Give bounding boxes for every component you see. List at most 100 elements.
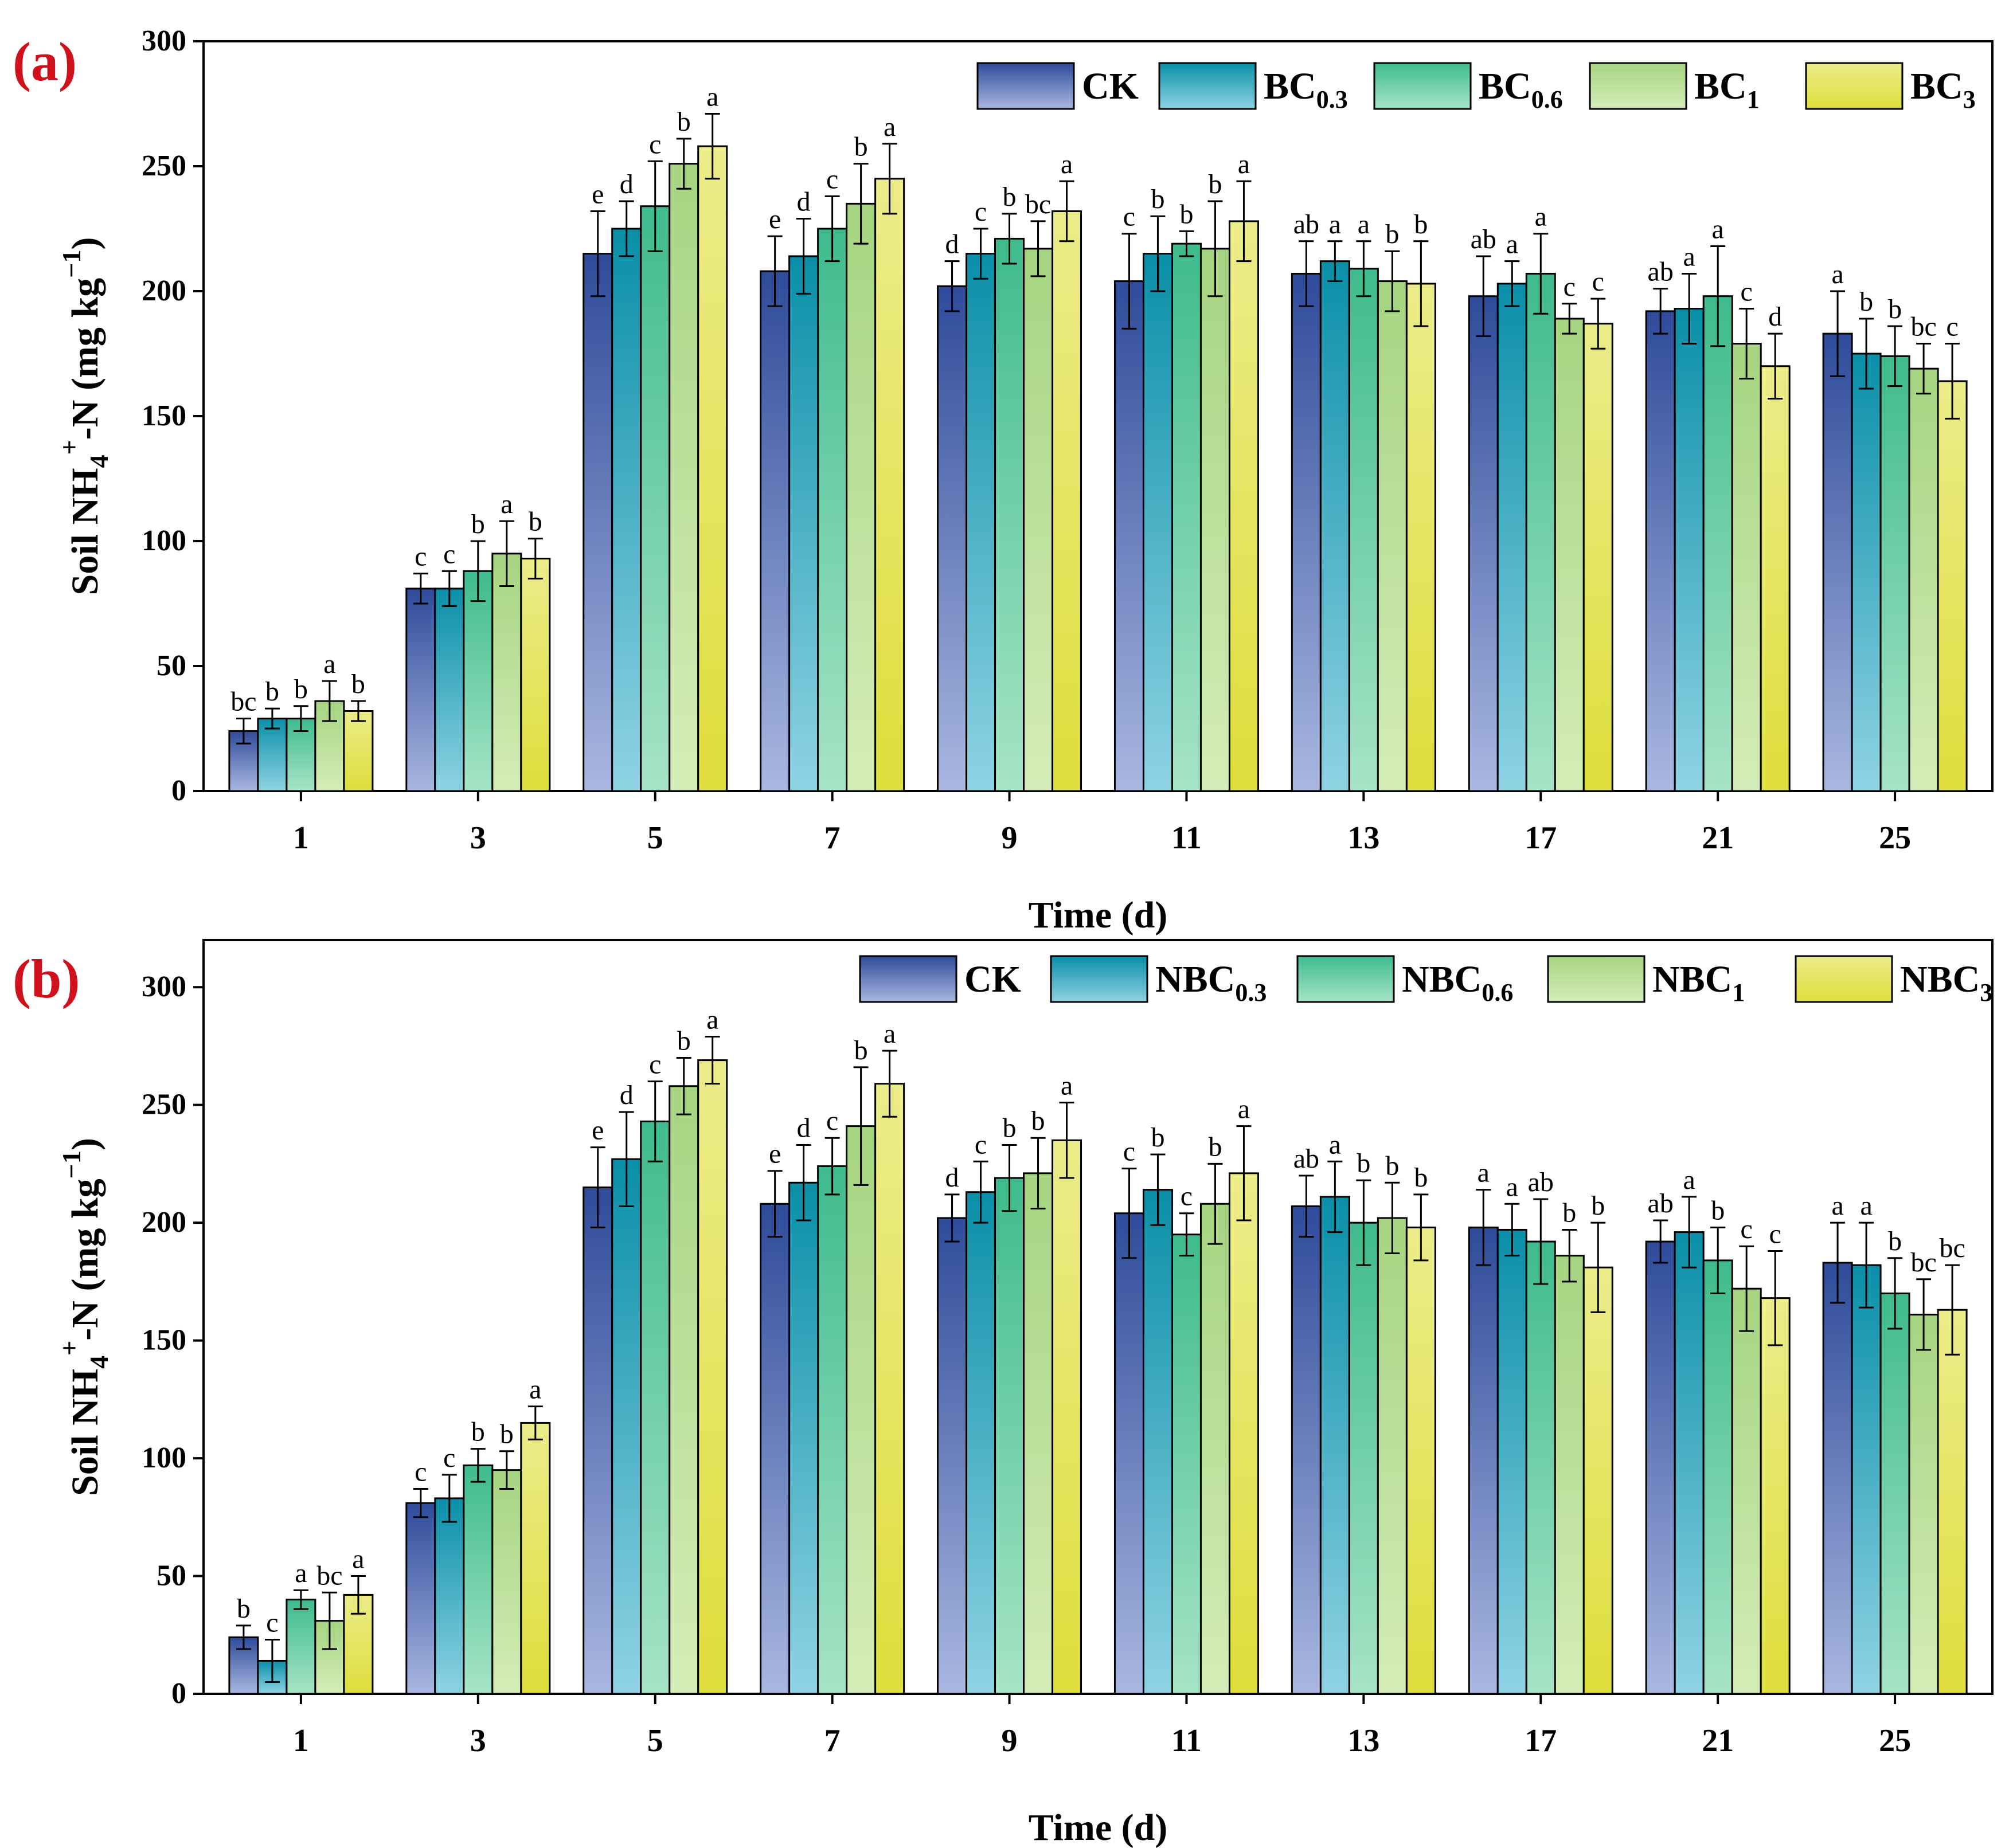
significance-letter: b bbox=[1031, 1106, 1045, 1136]
x-tick-label: 5 bbox=[647, 1723, 663, 1759]
bar-BC3-day-13 bbox=[1405, 283, 1436, 792]
x-tick-label: 11 bbox=[1171, 1723, 1202, 1759]
legend-swatch bbox=[1589, 62, 1687, 110]
bar-NBC0.3-day-21 bbox=[1674, 1231, 1705, 1695]
bar-NBC0.6-day-11 bbox=[1171, 1234, 1202, 1695]
significance-letter: c bbox=[266, 1607, 278, 1638]
significance-letter: a bbox=[1061, 149, 1073, 179]
bar-NBC3-day-17 bbox=[1582, 1266, 1613, 1695]
bar-BC0.6-day-21 bbox=[1702, 295, 1733, 792]
y-tick-label: 200 bbox=[142, 275, 186, 307]
significance-letter: c bbox=[649, 1050, 661, 1080]
bar-BC3-day-17 bbox=[1582, 323, 1613, 792]
significance-letter: c bbox=[443, 1443, 455, 1473]
bar-NBC0.3-day-13 bbox=[1319, 1196, 1350, 1695]
significance-letter: c bbox=[1123, 202, 1135, 232]
significance-letter: b bbox=[1208, 1131, 1222, 1162]
significance-letter: b bbox=[265, 676, 279, 707]
legend-label: NBC3 bbox=[1900, 958, 1992, 1007]
y-tick-label: 100 bbox=[142, 1442, 186, 1474]
bar-BC1-day-5 bbox=[669, 163, 699, 792]
bar-BC1-day-9 bbox=[1023, 248, 1054, 792]
bar-NBC3-day-11 bbox=[1228, 1172, 1259, 1695]
bar-BC0.6-day-17 bbox=[1525, 272, 1556, 792]
significance-letter: c bbox=[1564, 272, 1576, 302]
significance-letter: c bbox=[826, 164, 838, 194]
significance-letter: b bbox=[1208, 169, 1222, 199]
bar-NBC0.6-day-9 bbox=[994, 1177, 1025, 1695]
bar-NBC3-day-13 bbox=[1405, 1226, 1436, 1695]
significance-letter: c bbox=[975, 197, 987, 227]
bar-CK-day-3 bbox=[405, 1502, 436, 1695]
significance-letter: bc bbox=[1910, 1247, 1936, 1278]
significance-letter: c bbox=[1592, 267, 1604, 297]
significance-letter: b bbox=[1151, 1122, 1164, 1153]
legend-label: BC3 bbox=[1910, 65, 1976, 113]
significance-letter: b bbox=[1562, 1197, 1576, 1228]
plot-frame bbox=[202, 939, 1994, 1695]
significance-letter: b bbox=[1888, 1226, 1902, 1256]
bar-BC0.3-day-5 bbox=[611, 228, 642, 792]
significance-letter: b bbox=[1151, 184, 1164, 214]
legend-swatch bbox=[1373, 62, 1472, 110]
bar-CK-day-3 bbox=[405, 588, 436, 792]
significance-letter: b bbox=[1591, 1191, 1605, 1221]
significance-letter: b bbox=[1414, 209, 1428, 240]
x-tick-label: 7 bbox=[824, 1723, 841, 1759]
significance-letter: a bbox=[1831, 259, 1843, 289]
significance-letter: a bbox=[1712, 214, 1724, 245]
significance-letter: bc bbox=[1939, 1233, 1965, 1263]
significance-letter: e bbox=[592, 179, 604, 209]
bar-NBC0.3-day-5 bbox=[611, 1158, 642, 1695]
bar-CK-day-7 bbox=[760, 1203, 791, 1695]
bar-BC1-day-21 bbox=[1731, 343, 1762, 792]
significance-letter: d bbox=[1768, 302, 1782, 332]
significance-letter: a bbox=[1535, 202, 1547, 232]
bar-BC0.3-day-1 bbox=[257, 718, 288, 792]
significance-letter: b bbox=[294, 674, 308, 704]
bar-BC3-day-21 bbox=[1760, 365, 1791, 792]
significance-letter: b bbox=[854, 132, 868, 162]
x-tick-label: 17 bbox=[1525, 820, 1557, 856]
significance-letter: a bbox=[884, 1019, 896, 1049]
bar-BC0.3-day-25 bbox=[1851, 353, 1882, 792]
bar-NBC0.3-day-3 bbox=[434, 1497, 465, 1695]
significance-letter: c bbox=[1123, 1137, 1135, 1167]
y-tick-label: 300 bbox=[142, 970, 186, 1003]
significance-letter: b bbox=[500, 1419, 514, 1450]
significance-letter: d bbox=[620, 169, 634, 199]
significance-letter: a bbox=[1478, 1158, 1490, 1188]
significance-letter: b bbox=[1414, 1162, 1428, 1193]
legend-swatch bbox=[1050, 955, 1148, 1003]
x-tick-label: 13 bbox=[1347, 820, 1379, 856]
bar-BC3-day-7 bbox=[874, 178, 905, 792]
bar-NBC1-day-11 bbox=[1199, 1203, 1230, 1695]
bar-NBC1-day-25 bbox=[1908, 1313, 1939, 1695]
bar-BC3-day-1 bbox=[343, 710, 374, 792]
significance-letter: c bbox=[415, 1457, 427, 1487]
legend-swatch bbox=[1158, 62, 1257, 110]
y-tick-label: 0 bbox=[171, 1677, 186, 1710]
bar-CK-day-9 bbox=[937, 1217, 968, 1695]
significance-letter: c bbox=[826, 1106, 838, 1136]
significance-letter: b bbox=[854, 1035, 868, 1066]
x-tick-label: 1 bbox=[293, 820, 309, 856]
significance-letter: a bbox=[1238, 149, 1250, 179]
significance-letter: b bbox=[677, 107, 691, 137]
x-tick-label: 17 bbox=[1525, 1723, 1557, 1759]
significance-letter: b bbox=[471, 509, 485, 539]
y-tick-label: 150 bbox=[142, 400, 186, 432]
bar-BC3-day-11 bbox=[1228, 220, 1259, 792]
bar-BC0.3-day-17 bbox=[1496, 283, 1527, 792]
significance-letter: a bbox=[1683, 241, 1695, 272]
bar-CK-day-11 bbox=[1113, 1212, 1144, 1695]
y-tick-label: 200 bbox=[142, 1206, 186, 1239]
bar-BC3-day-3 bbox=[520, 558, 551, 792]
significance-letter: a bbox=[1061, 1071, 1073, 1101]
panel-label: (b) bbox=[13, 948, 80, 1009]
bar-NBC1-day-13 bbox=[1377, 1217, 1408, 1695]
significance-letter: a bbox=[529, 1375, 541, 1405]
bar-NBC0.6-day-17 bbox=[1525, 1240, 1556, 1695]
